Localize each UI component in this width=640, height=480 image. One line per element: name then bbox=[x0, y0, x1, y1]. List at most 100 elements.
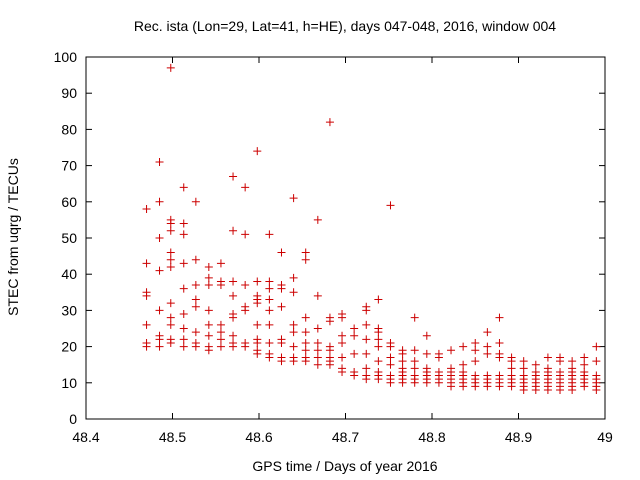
data-point bbox=[166, 262, 175, 271]
data-point bbox=[253, 277, 262, 286]
data-point bbox=[507, 357, 516, 366]
data-point bbox=[495, 338, 504, 347]
data-point bbox=[507, 364, 516, 373]
data-point bbox=[556, 386, 565, 395]
data-point bbox=[313, 215, 322, 224]
y-tick-label: 90 bbox=[61, 85, 77, 101]
data-point bbox=[179, 183, 188, 192]
data-point bbox=[386, 378, 395, 387]
data-point bbox=[277, 357, 286, 366]
data-point bbox=[386, 201, 395, 210]
data-point bbox=[289, 288, 298, 297]
y-tick-label: 60 bbox=[61, 194, 77, 210]
data-point bbox=[229, 226, 238, 235]
data-point bbox=[301, 357, 310, 366]
data-point bbox=[216, 328, 225, 337]
data-point bbox=[338, 313, 347, 322]
y-tick-label: 100 bbox=[54, 49, 78, 65]
data-point bbox=[313, 346, 322, 355]
data-point bbox=[253, 338, 262, 347]
data-point bbox=[531, 360, 540, 369]
data-point bbox=[483, 342, 492, 351]
data-point bbox=[241, 281, 250, 290]
data-point bbox=[374, 357, 383, 366]
x-tick-label: 49 bbox=[597, 429, 613, 445]
data-point bbox=[313, 324, 322, 333]
data-point bbox=[374, 335, 383, 344]
data-point bbox=[179, 342, 188, 351]
data-point bbox=[519, 357, 528, 366]
y-tick-label: 20 bbox=[61, 339, 77, 355]
data-point bbox=[495, 353, 504, 362]
data-point bbox=[483, 349, 492, 358]
data-point bbox=[253, 299, 262, 308]
data-point bbox=[241, 306, 250, 315]
data-point bbox=[166, 219, 175, 228]
data-point bbox=[155, 157, 164, 166]
x-tick-label: 48.7 bbox=[332, 429, 359, 445]
data-point bbox=[592, 357, 601, 366]
data-point bbox=[313, 338, 322, 347]
data-point bbox=[386, 353, 395, 362]
data-point bbox=[241, 230, 250, 239]
axis-ticks: 48.4 48.5 48.6 48.7 48.8 48.9 49 0 10 20 30 40 50 60 7… bbox=[54, 49, 613, 445]
data-point bbox=[447, 346, 456, 355]
data-point bbox=[265, 353, 274, 362]
data-point bbox=[447, 382, 456, 391]
data-point bbox=[301, 248, 310, 257]
y-tick-label: 30 bbox=[61, 302, 77, 318]
x-tick-label: 48.5 bbox=[159, 429, 186, 445]
data-point bbox=[301, 313, 310, 322]
data-point bbox=[386, 360, 395, 369]
data-point bbox=[155, 234, 164, 242]
data-point bbox=[142, 291, 151, 300]
data-point bbox=[229, 342, 238, 351]
data-point bbox=[338, 338, 347, 347]
data-point bbox=[289, 328, 298, 337]
data-point bbox=[277, 338, 286, 347]
y-tick-label: 50 bbox=[61, 230, 77, 246]
data-point bbox=[253, 147, 262, 156]
data-point bbox=[580, 360, 589, 369]
data-point bbox=[410, 364, 419, 373]
data-point bbox=[519, 386, 528, 395]
data-point bbox=[592, 386, 601, 395]
data-point bbox=[301, 346, 310, 355]
data-point bbox=[191, 295, 200, 304]
data-point bbox=[350, 331, 359, 340]
data-point bbox=[191, 197, 200, 206]
data-point bbox=[483, 382, 492, 391]
data-point bbox=[301, 338, 310, 347]
data-point bbox=[471, 346, 480, 355]
data-point bbox=[166, 338, 175, 347]
data-point bbox=[166, 320, 175, 329]
data-point bbox=[179, 284, 188, 293]
x-tick-label: 48.4 bbox=[72, 429, 99, 445]
data-point bbox=[179, 219, 188, 228]
data-point bbox=[313, 353, 322, 362]
data-point bbox=[253, 320, 262, 329]
y-tick-label: 80 bbox=[61, 121, 77, 137]
data-point bbox=[531, 386, 540, 395]
data-point bbox=[301, 328, 310, 337]
data-point bbox=[179, 324, 188, 333]
data-point bbox=[204, 306, 213, 315]
data-point bbox=[253, 349, 262, 358]
data-point bbox=[277, 302, 286, 311]
data-point bbox=[325, 118, 334, 127]
data-point bbox=[471, 357, 480, 366]
data-point bbox=[543, 386, 552, 395]
data-point bbox=[166, 255, 175, 264]
data-point bbox=[313, 360, 322, 369]
data-point bbox=[495, 313, 504, 322]
data-point bbox=[142, 342, 151, 351]
data-point bbox=[191, 302, 200, 311]
y-tick-label: 0 bbox=[69, 411, 77, 427]
data-points bbox=[142, 63, 601, 395]
data-point bbox=[580, 353, 589, 362]
data-point bbox=[204, 262, 213, 271]
data-point bbox=[204, 273, 213, 282]
x-tick-label: 48.6 bbox=[245, 429, 272, 445]
data-point bbox=[350, 371, 359, 380]
